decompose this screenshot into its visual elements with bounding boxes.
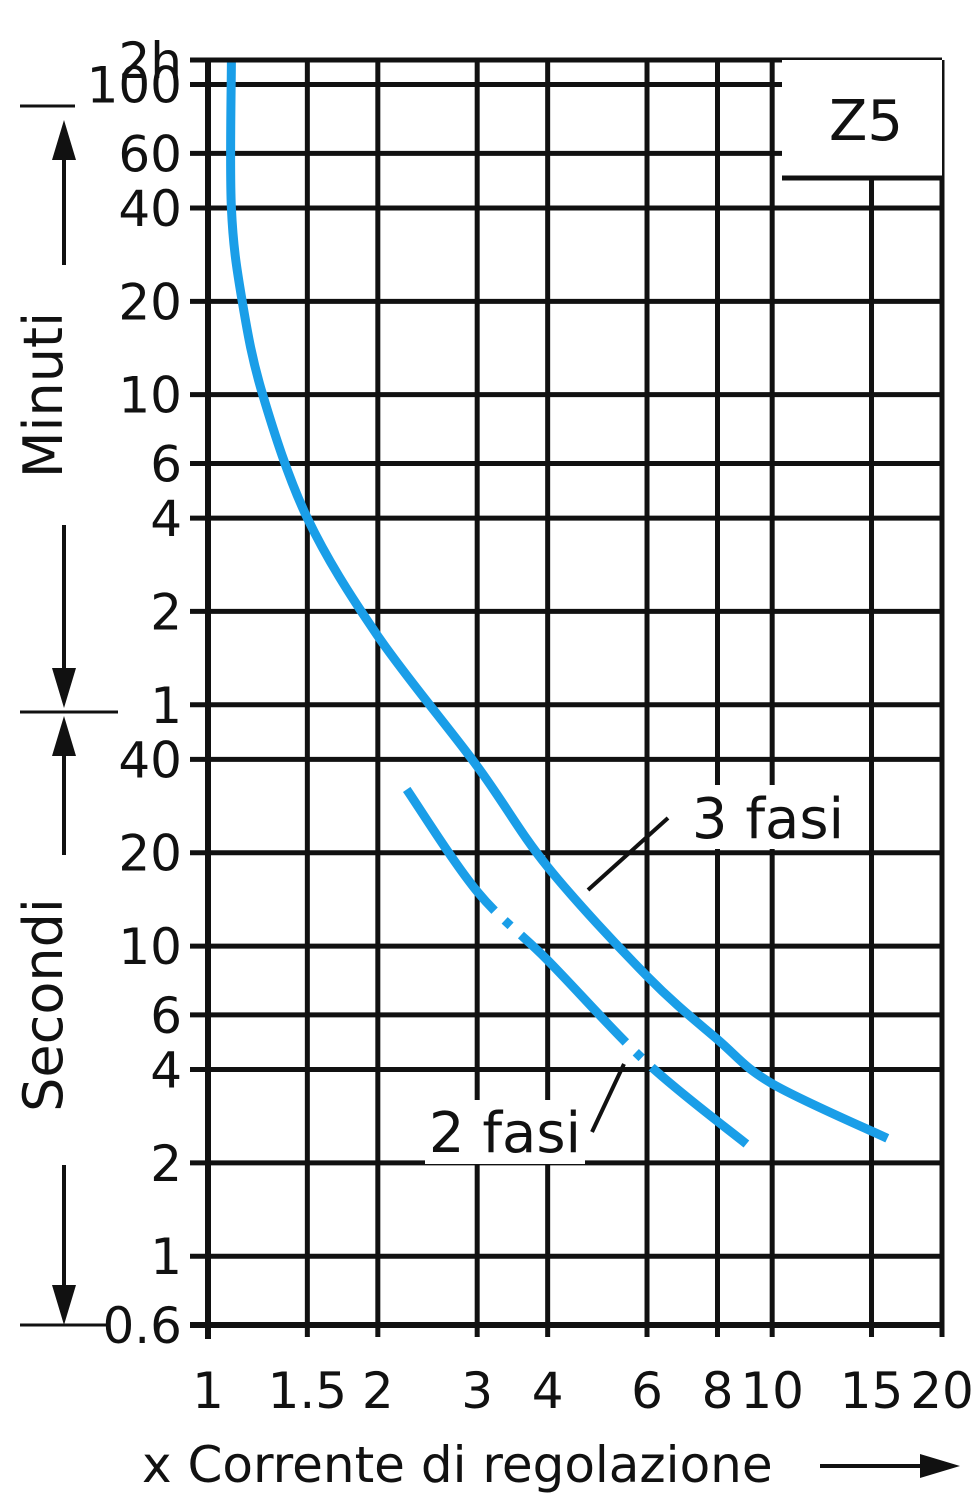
x-tick-label-20: 20 [910,1362,974,1420]
x-tick-label-8: 8 [702,1362,734,1420]
leader-line-3-fasi [586,816,670,892]
secondi-arrow-up-icon [52,716,76,756]
secondi-axis-title: Secondi [12,898,75,1112]
secondi-arrow-down-icon [52,1285,76,1325]
y-tick-label-40-10: 40 [118,731,182,789]
x-axis-title: x Corrente di regolazione [142,1436,773,1494]
x-tick-label-10: 10 [740,1362,804,1420]
series-label-3-fasi: 3 fasi [692,787,844,852]
y-tick-label-20-11: 20 [118,825,182,883]
title-box-background [782,60,942,178]
chart-title: Z5 [829,89,903,154]
y-tick-label-4-14: 4 [150,1041,182,1099]
minuti-arrow-up-icon [52,120,76,160]
y-tick-label-20-4: 20 [118,273,182,331]
series-line-2-fasi [402,786,750,1148]
y-tick-label-4-7: 4 [150,490,182,548]
label-2-fasi-background [425,1100,585,1164]
y-tick-label-10-5: 10 [118,367,182,425]
y-tick-label-100-1: 100 [87,57,182,115]
curves [226,59,890,1148]
minuti-axis-label: Minuti [12,104,76,708]
plot-frame [190,57,945,1339]
series-line-3-fasi [226,59,890,1143]
y-tick-label-2-15: 2 [150,1135,182,1193]
minuti-axis-title: Minuti [12,312,75,478]
label-2-fasi-group: 2 fasi [425,1063,626,1166]
x-axis-title-group: x Corrente di regolazione [142,1436,960,1494]
y-tick-label-60-2: 60 [118,125,182,183]
minuti-arrow-down-icon [52,668,76,708]
series-label-2-fasi: 2 fasi [429,1101,581,1166]
x-tick-label-1: 1 [192,1362,224,1420]
label-3-fasi-group: 3 fasi [586,785,848,892]
x-tick-label-2: 2 [362,1362,394,1420]
secondi-axis-label: Secondi [12,716,110,1327]
x-tick-label-1-5: 1.5 [268,1362,348,1420]
title-box: Z5 [782,60,942,181]
y-tick-label-6-6: 6 [150,435,182,493]
axes: 1 1.5 2 3 4 6 8 10 15 202h10060402010642140201064… [87,32,974,1420]
y-axis-titles: Minuti Secondi [12,104,118,1327]
grid [190,57,945,1337]
y-tick-label-1-9: 1 [150,677,182,735]
y-tick-label-1-16: 1 [150,1228,182,1286]
y-tick-label-10-12: 10 [118,918,182,976]
leader-line-2-fasi [590,1063,626,1133]
y-tick-label-2h-0: 2h [118,32,182,90]
y-tick-label-40-3: 40 [118,180,182,238]
x-tick-label-6: 6 [631,1362,663,1420]
x-tick-label-4: 4 [532,1362,564,1420]
x-tick-label-15: 15 [840,1362,904,1420]
y-tick-label-0-6-17: 0.6 [102,1297,182,1355]
x-axis-arrow-right-icon [920,1454,960,1478]
y-tick-label-2-8: 2 [150,583,182,641]
y-tick-label-6-13: 6 [150,987,182,1045]
label-3-fasi-background [688,785,848,849]
x-tick-label-3: 3 [461,1362,493,1420]
